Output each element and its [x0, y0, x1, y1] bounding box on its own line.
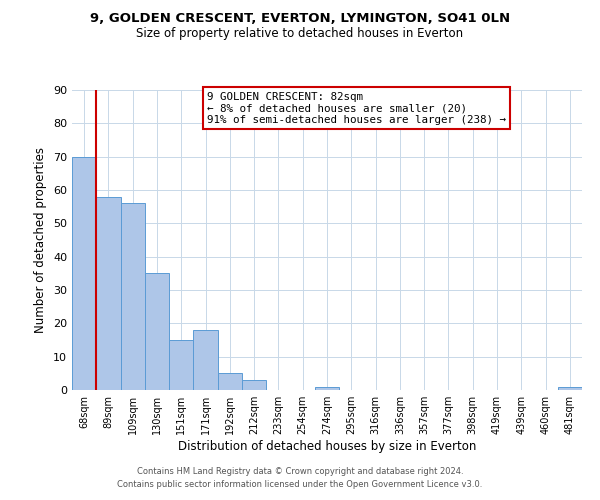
Bar — [558, 386, 582, 390]
Text: 9 GOLDEN CRESCENT: 82sqm
← 8% of detached houses are smaller (20)
91% of semi-de: 9 GOLDEN CRESCENT: 82sqm ← 8% of detache… — [207, 92, 506, 124]
Bar — [96, 196, 121, 390]
Text: 9, GOLDEN CRESCENT, EVERTON, LYMINGTON, SO41 0LN: 9, GOLDEN CRESCENT, EVERTON, LYMINGTON, … — [90, 12, 510, 26]
Bar — [193, 330, 218, 390]
Bar — [121, 204, 145, 390]
Text: Contains public sector information licensed under the Open Government Licence v3: Contains public sector information licen… — [118, 480, 482, 489]
Text: Contains HM Land Registry data © Crown copyright and database right 2024.: Contains HM Land Registry data © Crown c… — [137, 467, 463, 476]
Bar — [218, 374, 242, 390]
Bar — [169, 340, 193, 390]
Text: Size of property relative to detached houses in Everton: Size of property relative to detached ho… — [136, 28, 464, 40]
Bar — [242, 380, 266, 390]
Y-axis label: Number of detached properties: Number of detached properties — [34, 147, 47, 333]
Bar — [145, 274, 169, 390]
Bar — [315, 386, 339, 390]
Bar — [72, 156, 96, 390]
X-axis label: Distribution of detached houses by size in Everton: Distribution of detached houses by size … — [178, 440, 476, 453]
